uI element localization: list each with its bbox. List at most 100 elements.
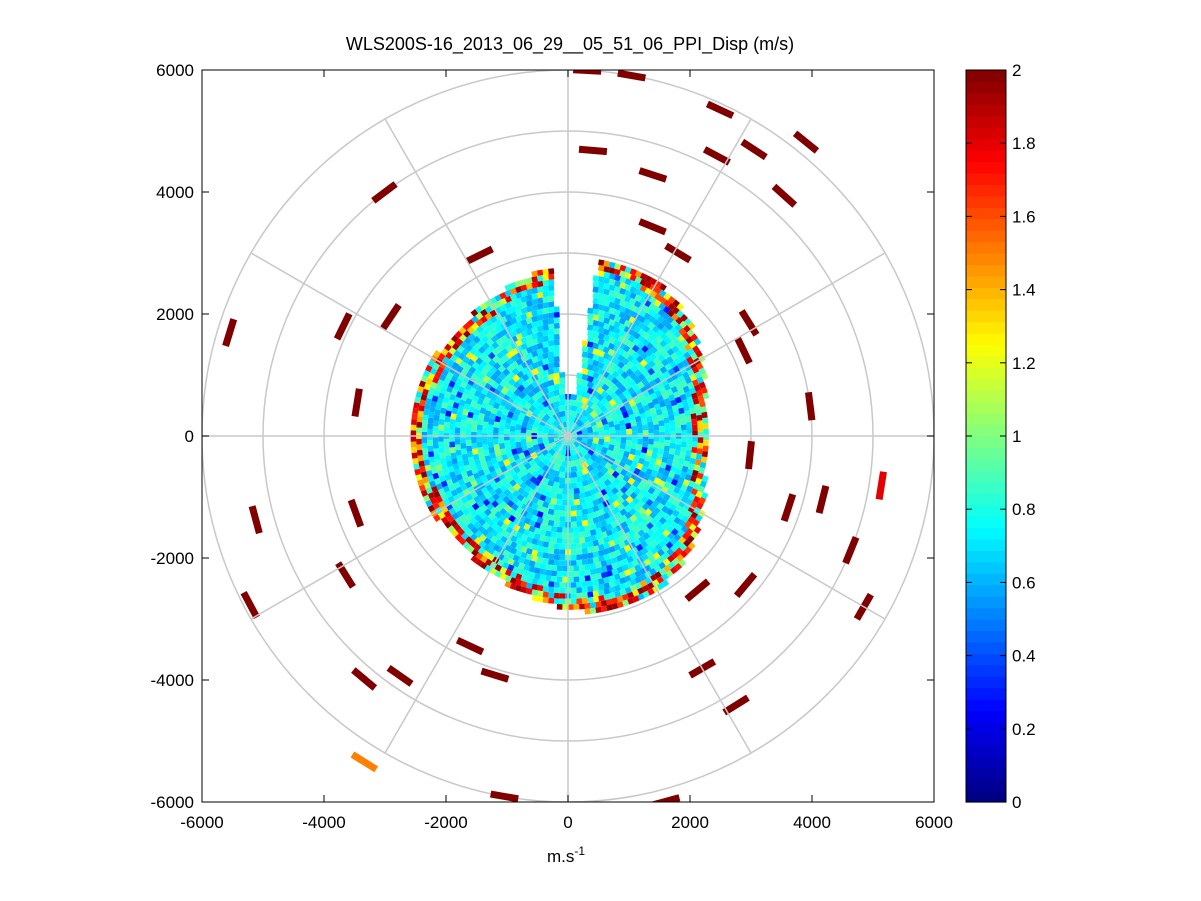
- data-cell: [658, 533, 667, 541]
- data-cell: [683, 351, 691, 360]
- data-cell: [648, 359, 656, 368]
- colorbar-swatch: [966, 218, 1006, 231]
- data-cell: [636, 341, 645, 350]
- data-cell: [611, 493, 620, 502]
- data-cell: [592, 319, 600, 327]
- data-cell: [504, 307, 513, 315]
- data-cell: [636, 444, 643, 451]
- data-cell: [637, 500, 645, 508]
- data-cell: [648, 302, 657, 311]
- spoke-30: [567, 118, 752, 437]
- y-tick-label: -2000: [151, 549, 194, 568]
- data-cell: [604, 436, 611, 443]
- colorbar-swatch: [966, 584, 1006, 597]
- colorbar-swatch: [966, 561, 1006, 574]
- data-cell: [642, 532, 651, 541]
- data-cell: [678, 559, 687, 568]
- data-cell: [584, 524, 591, 532]
- data-cell: [616, 601, 624, 609]
- y-tick-label: 2000: [156, 305, 194, 324]
- data-cell: [484, 363, 493, 372]
- data-cell: [639, 284, 648, 293]
- data-cell: [531, 287, 539, 294]
- data-cell: [542, 426, 550, 434]
- data-cell: [580, 415, 589, 424]
- data-cell: [587, 318, 594, 326]
- sparse-point: [740, 138, 768, 161]
- data-cell: [649, 540, 658, 549]
- data-cell: [562, 488, 568, 495]
- data-cell: [517, 568, 525, 576]
- data-cell: [570, 466, 578, 473]
- data-cell: [649, 352, 657, 361]
- data-cell: [450, 452, 457, 459]
- data-cell: [471, 420, 478, 427]
- data-cell: [579, 603, 585, 610]
- data-cell: [511, 367, 520, 376]
- data-cell: [658, 467, 666, 475]
- data-cell: [568, 426, 572, 433]
- data-cell: [545, 575, 552, 582]
- data-cell: [444, 520, 452, 529]
- data-cell: [620, 468, 628, 477]
- data-cell: [597, 321, 605, 329]
- data-cell: [580, 448, 589, 457]
- data-cell: [539, 574, 547, 581]
- data-cell: [503, 511, 512, 520]
- data-cell: [445, 455, 452, 462]
- data-cell: [602, 377, 610, 385]
- data-cell: [672, 557, 680, 566]
- colorbar-swatch: [966, 436, 1006, 449]
- data-cell: [509, 577, 517, 585]
- data-cell: [606, 604, 613, 611]
- colorbar-swatch: [966, 401, 1006, 414]
- data-cell: [652, 447, 659, 454]
- data-cell: [477, 547, 486, 555]
- data-cell: [676, 554, 684, 562]
- data-cell: [495, 410, 503, 418]
- data-cell: [522, 415, 531, 423]
- data-cell: [673, 330, 682, 339]
- data-cell: [510, 311, 518, 319]
- data-cell: [531, 344, 539, 352]
- data-cell: [647, 486, 656, 495]
- data-cell: [666, 459, 674, 466]
- data-cell: [460, 393, 468, 402]
- data-cell: [536, 437, 544, 445]
- data-cell: [607, 444, 615, 452]
- data-cell: [681, 515, 690, 523]
- data-cell: [634, 582, 643, 590]
- data-cell: [516, 364, 524, 372]
- data-cell: [604, 429, 611, 436]
- data-cell: [581, 519, 589, 527]
- data-cell: [664, 440, 671, 447]
- data-cell: [645, 543, 654, 552]
- data-cell: [515, 477, 524, 486]
- data-cell: [592, 539, 600, 547]
- data-cell: [592, 505, 600, 513]
- data-cell: [663, 445, 670, 452]
- data-cell: [568, 538, 574, 544]
- data-cell: [416, 438, 422, 445]
- data-cell: [652, 418, 659, 425]
- data-cell: [579, 575, 586, 582]
- data-cell: [464, 464, 472, 472]
- sparse-point: [480, 667, 510, 683]
- data-cell: [622, 599, 629, 607]
- data-cell: [552, 420, 560, 428]
- data-cell: [528, 560, 536, 568]
- data-cell: [587, 335, 594, 343]
- data-cell: [602, 358, 611, 366]
- data-cell: [570, 405, 578, 412]
- data-cell: [683, 460, 690, 468]
- data-cell: [494, 487, 503, 496]
- data-cell: [664, 336, 673, 345]
- data-cell: [659, 366, 668, 374]
- data-cell: [550, 526, 558, 533]
- data-cell: [446, 371, 454, 380]
- data-cell: [668, 483, 676, 492]
- data-cell: [500, 348, 509, 356]
- data-cell: [520, 545, 528, 553]
- data-cell: [532, 420, 540, 428]
- data-cell: [600, 390, 609, 398]
